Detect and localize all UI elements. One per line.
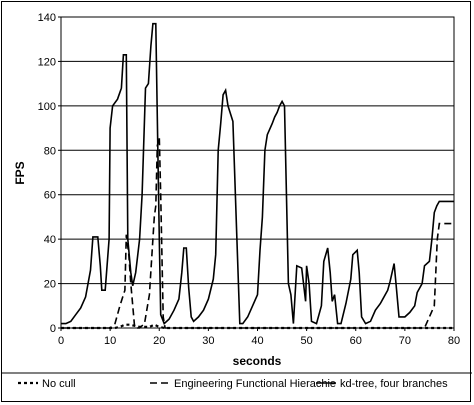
x-tick-label: 40 — [251, 335, 263, 347]
x-axis-label: seconds — [233, 354, 282, 368]
y-tick-label: 40 — [44, 234, 56, 246]
y-axis-label: FPS — [13, 161, 27, 184]
gridlines — [61, 60, 454, 285]
legend-label-1: No cull — [42, 378, 76, 390]
y-tick-label: 60 — [44, 190, 56, 202]
x-tick-label: 50 — [301, 335, 313, 347]
legend-label-3: kd-tree, four branches — [340, 378, 448, 390]
y-tick-label: 80 — [44, 145, 56, 157]
y-tick-label: 120 — [38, 56, 56, 68]
series-group — [61, 22, 454, 330]
y-tick-label: 100 — [38, 101, 56, 113]
y-tick-label: 20 — [44, 279, 56, 291]
x-tick-label: 60 — [350, 335, 362, 347]
x-tick-label: 30 — [202, 335, 214, 347]
legend-label-2: Engineering Functional Hierachie — [174, 378, 336, 390]
series-line-1 — [61, 323, 454, 330]
x-tick-label: 20 — [153, 335, 165, 347]
x-tick-label: 80 — [448, 335, 460, 347]
series-line-2 — [61, 136, 454, 329]
series-line-3 — [61, 22, 454, 325]
x-tick-label: 10 — [104, 335, 116, 347]
legend: No cull Engineering Functional Hierachie k… — [2, 372, 472, 390]
tick-labels: 0 20 40 60 80 100 120 140 0 10 20 30 40 50 60 70 80 — [38, 12, 460, 347]
y-tick-label: 140 — [38, 12, 56, 24]
x-tick-label: 0 — [58, 335, 64, 347]
y-tick-label: 0 — [50, 323, 56, 335]
x-tick-label: 70 — [399, 335, 411, 347]
